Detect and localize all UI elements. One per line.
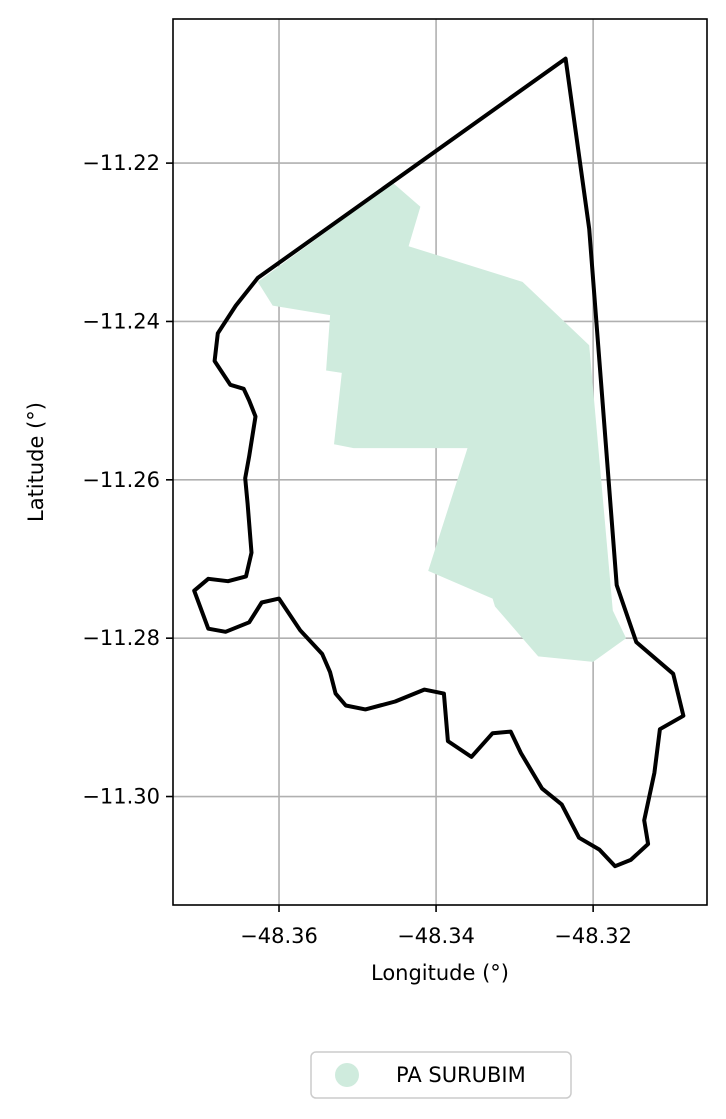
legend-frame bbox=[310, 1051, 572, 1099]
legend-marker-pa-surubim bbox=[335, 1063, 359, 1087]
plot-frame bbox=[172, 18, 708, 906]
area-pa-surubim bbox=[257, 182, 627, 662]
legend-label-pa-surubim: PA SURUBIM bbox=[396, 1063, 526, 1087]
map-layers bbox=[192, 56, 686, 869]
y-tick-label: −11.24 bbox=[82, 309, 160, 333]
y-tick-label: −11.26 bbox=[82, 468, 160, 492]
x-axis-label: Longitude (°) bbox=[371, 961, 509, 985]
y-tick-label: −11.28 bbox=[82, 626, 160, 650]
y-tick-label: −11.30 bbox=[82, 785, 160, 809]
x-tick-label: −48.36 bbox=[240, 924, 318, 948]
legend: PA SURUBIM bbox=[310, 1051, 572, 1099]
y-tick-label: −11.22 bbox=[82, 151, 160, 175]
municipality-boundary bbox=[192, 56, 686, 869]
axis-ticks: −48.36 −48.34 −48.32 −11.22 −11.24 −11.26 −11.… bbox=[82, 151, 632, 948]
x-tick-label: −48.32 bbox=[554, 924, 632, 948]
x-tick-label: −48.34 bbox=[397, 924, 475, 948]
y-axis-label: Latitude (°) bbox=[24, 402, 48, 522]
grid-lines bbox=[173, 19, 707, 905]
